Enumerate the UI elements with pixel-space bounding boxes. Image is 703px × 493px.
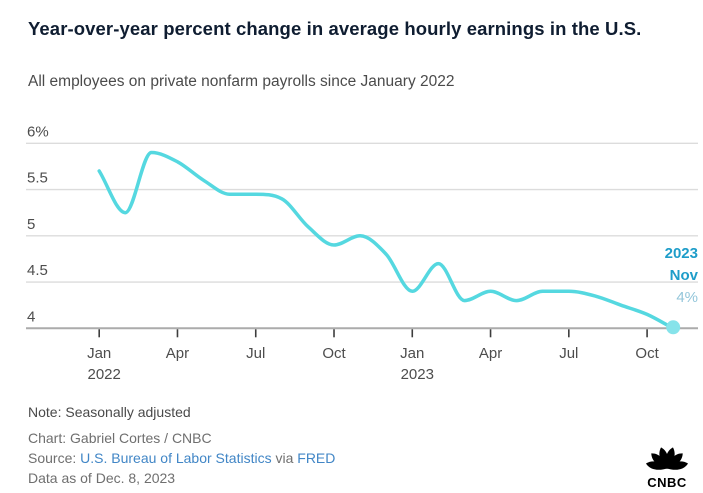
x-year-label: 2022 (88, 366, 121, 383)
cnbc-peacock-icon (645, 447, 689, 470)
x-tick-label: Oct (635, 345, 659, 362)
x-tick-label: Jan (87, 345, 111, 362)
x-year-label: 2023 (401, 366, 434, 383)
note-text: Note: Seasonally adjusted (28, 404, 191, 420)
data-as-of-text: Data as of Dec. 8, 2023 (28, 470, 176, 486)
y-tick-label: 5.5 (27, 170, 48, 187)
cnbc-logo: CNBC (641, 435, 693, 489)
cnbc-logo-text: CNBC (647, 475, 687, 490)
page-title: Year-over-year percent change in average… (28, 18, 642, 39)
credit-text: Chart: Gabriel Cortes / CNBC (28, 430, 212, 446)
page-subtitle: All employees on private nonfarm payroll… (28, 73, 455, 90)
y-tick-label: 4 (27, 308, 35, 325)
source-prefix: Source: (28, 450, 81, 466)
source-connector: via (271, 450, 298, 466)
y-tick-label: 5 (27, 216, 35, 233)
x-tick-label: Jul (246, 345, 265, 362)
latest-point-dot (666, 320, 681, 335)
annotation-value: 4% (676, 289, 698, 306)
x-tick-label: Apr (479, 345, 502, 362)
earnings-line (97, 150, 675, 331)
x-tick-label: Oct (322, 345, 346, 362)
x-tick-label: Jul (559, 345, 578, 362)
y-tick-label: 6% (27, 123, 49, 140)
x-tick-label: Jan (400, 345, 424, 362)
source-link-bls[interactable]: U.S. Bureau of Labor Statistics (80, 450, 272, 466)
source-link-fred[interactable]: FRED (297, 450, 336, 466)
chart-footer: Note: Seasonally adjusted Chart: Gabriel… (28, 402, 335, 488)
source-text: Source: U.S. Bureau of Labor Statistics … (28, 448, 335, 468)
annotation-month: Nov (669, 267, 698, 284)
annotation-year: 2023 (664, 245, 698, 262)
latest-point-annotation: 2023 Nov 4% (665, 243, 698, 309)
x-tick-label: Apr (166, 345, 189, 362)
y-tick-label: 4.5 (27, 262, 48, 279)
